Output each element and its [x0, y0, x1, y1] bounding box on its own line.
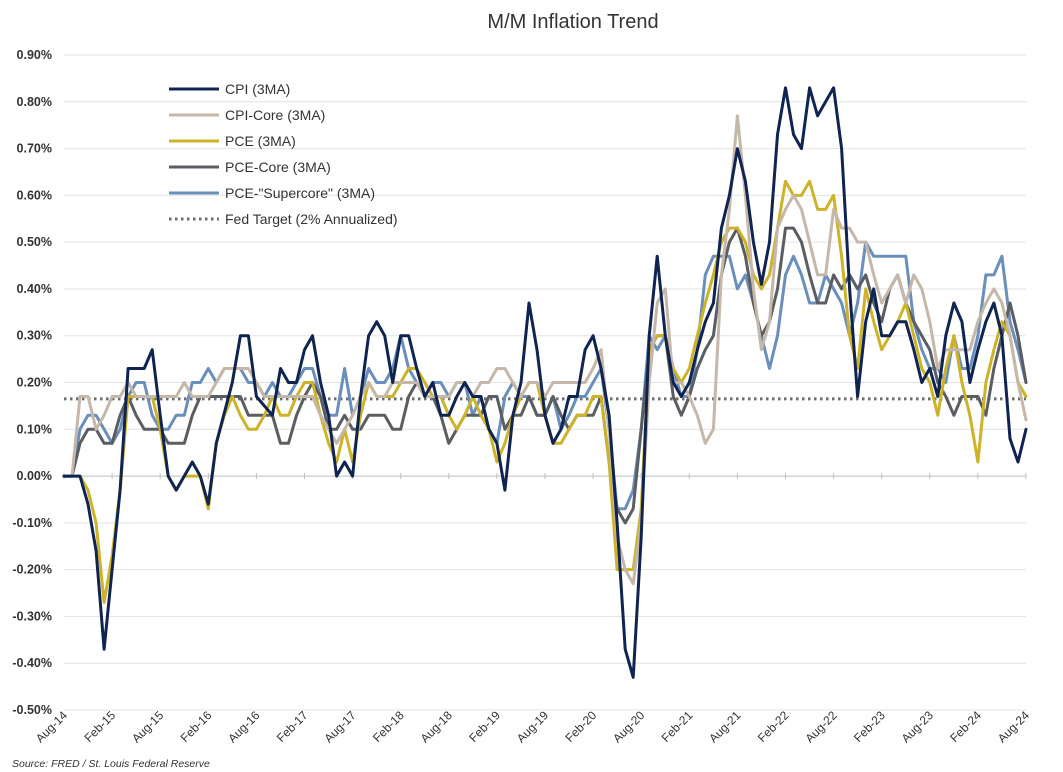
- y-tick-label: 0.20%: [17, 376, 52, 390]
- pce-line: [62, 179, 1028, 604]
- legend-pce-supercore: PCE-"Supercore" (3MA): [169, 185, 375, 201]
- legend-cpi-label: CPI (3MA): [225, 81, 290, 97]
- pce-supercore-line: [62, 240, 1028, 511]
- y-tick-label: -0.10%: [12, 516, 52, 530]
- x-tick-label: Feb-16: [178, 708, 215, 745]
- x-tick-label: Aug-16: [225, 708, 262, 745]
- y-tick-label: -0.20%: [12, 563, 52, 577]
- legend-pce-supercore-label: PCE-"Supercore" (3MA): [225, 185, 375, 201]
- x-tick-label: Feb-21: [659, 708, 696, 745]
- y-tick-label: -0.30%: [12, 609, 52, 623]
- y-tick-label: -0.40%: [12, 656, 52, 670]
- x-tick-label: Feb-20: [562, 708, 599, 745]
- y-tick-label: -0.50%: [12, 703, 52, 717]
- legend-cpi-core: CPI-Core (3MA): [169, 107, 325, 123]
- cpi-core-line: [62, 114, 1028, 586]
- chart-title: M/M Inflation Trend: [487, 11, 658, 33]
- y-tick-label: 0.60%: [17, 188, 52, 202]
- x-tick-label: Aug-22: [802, 708, 839, 745]
- x-tick-label: Aug-15: [129, 708, 166, 745]
- legend-cpi-core-label: CPI-Core (3MA): [225, 107, 325, 123]
- legend-cpi: CPI (3MA): [169, 81, 290, 97]
- y-tick-label: 0.80%: [17, 95, 52, 109]
- x-tick-label: Aug-24: [995, 708, 1032, 745]
- x-tick-label: Feb-24: [947, 708, 984, 745]
- y-tick-label: 0.30%: [17, 329, 52, 343]
- legend-pce: PCE (3MA): [169, 133, 296, 149]
- legend-pce-core-label: PCE-Core (3MA): [225, 159, 331, 175]
- x-tick-label: Aug-20: [610, 708, 647, 745]
- x-tick-label: Feb-23: [851, 708, 888, 745]
- legend-pce-label: PCE (3MA): [225, 133, 296, 149]
- y-tick-label: 0.10%: [17, 422, 52, 436]
- y-tick-label: 0.50%: [17, 235, 52, 249]
- x-tick-label: Aug-23: [899, 708, 936, 745]
- x-axis-tick-labels: Aug-14 Feb-15 Aug-15 Feb-16 Aug-16 Feb-17 Aug-…: [33, 708, 1032, 745]
- x-tick-label: Feb-15: [81, 708, 118, 745]
- legend-pce-core: PCE-Core (3MA): [169, 159, 331, 175]
- y-tick-label: 0.90%: [17, 48, 52, 62]
- legend-fed-target-label: Fed Target (2% Annualized): [225, 211, 398, 227]
- x-tick-label: Aug-18: [418, 708, 455, 745]
- x-tick-label: Aug-17: [321, 708, 358, 745]
- series-lines: [62, 86, 1028, 679]
- y-tick-label: 0.00%: [17, 469, 52, 483]
- cpi-line: [62, 86, 1028, 679]
- x-tick-label: Feb-19: [466, 708, 503, 745]
- x-tick-label: Aug-21: [706, 708, 743, 745]
- legend: CPI (3MA) CPI-Core (3MA) PCE (3MA) PCE-Core…: [169, 81, 398, 227]
- x-tick-label: Aug-19: [514, 708, 551, 745]
- y-tick-label: 0.40%: [17, 282, 52, 296]
- source-note: Source: FRED / St. Louis Federal Reserve: [12, 758, 210, 770]
- legend-fed-target: Fed Target (2% Annualized): [169, 211, 398, 227]
- y-tick-label: 0.70%: [17, 142, 52, 156]
- x-tick-label: Feb-17: [274, 708, 311, 745]
- x-tick-label: Feb-22: [755, 708, 792, 745]
- y-axis-tick-labels: 0.90% 0.80% 0.70% 0.60% 0.50% 0.40% 0.30% 0.20%…: [12, 48, 52, 717]
- x-tick-label: Feb-18: [370, 708, 407, 745]
- gridlines: [63, 54, 1027, 711]
